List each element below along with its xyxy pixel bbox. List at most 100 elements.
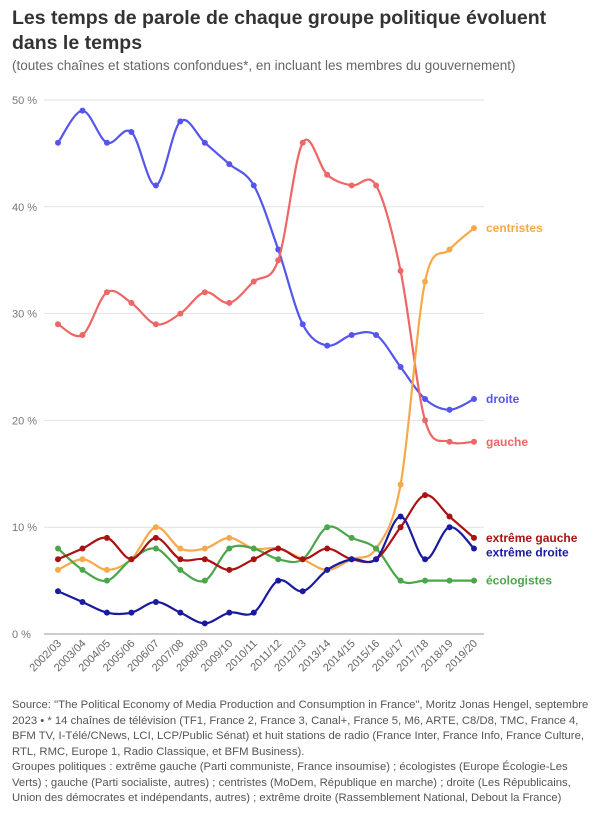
data-point: [79, 566, 86, 573]
data-point: [177, 556, 184, 563]
data-point: [226, 566, 233, 573]
data-point: [373, 545, 380, 552]
series-label: extrême gauche: [486, 531, 578, 545]
data-point: [299, 321, 306, 328]
data-point: [226, 161, 233, 168]
data-point: [275, 257, 282, 264]
data-point: [471, 545, 477, 552]
data-point: [275, 577, 282, 584]
data-point: [152, 598, 159, 605]
data-point: [471, 534, 477, 541]
data-point: [226, 545, 233, 552]
chart-subtitle: (toutes chaînes et stations confondues*,…: [12, 58, 516, 73]
data-point: [55, 139, 61, 146]
series-label: droite: [486, 392, 520, 406]
data-point: [201, 289, 208, 296]
data-point: [471, 577, 477, 584]
data-point: [348, 182, 355, 189]
data-point: [446, 406, 453, 413]
data-point: [348, 556, 355, 563]
data-point: [152, 545, 159, 552]
data-point: [422, 396, 429, 403]
y-tick-label: 20 %: [12, 415, 37, 427]
data-point: [348, 534, 355, 541]
chart-footer: Source: "The Political Economy of Media …: [12, 698, 594, 807]
series-label: écologistes: [486, 574, 552, 588]
data-point: [177, 566, 184, 573]
data-point: [128, 556, 135, 563]
data-point: [250, 545, 257, 552]
data-point: [128, 299, 135, 306]
groups-note: Groupes politiques : extrême gauche (Par…: [12, 761, 571, 804]
data-point: [446, 524, 453, 531]
data-point: [422, 278, 429, 285]
data-point: [152, 534, 159, 541]
data-point: [422, 556, 429, 563]
data-point: [103, 534, 110, 541]
data-point: [55, 556, 61, 563]
data-point: [397, 513, 404, 520]
data-point: [397, 577, 404, 584]
series-line-droite: [57, 109, 475, 411]
data-point: [348, 331, 355, 338]
data-point: [152, 182, 159, 189]
data-point: [250, 182, 257, 189]
data-point: [471, 225, 477, 232]
data-point: [471, 396, 477, 403]
data-point: [103, 566, 110, 573]
data-point: [226, 299, 233, 306]
data-point: [373, 182, 380, 189]
data-point: [324, 171, 331, 178]
series-label: centristes: [486, 221, 543, 235]
data-point: [250, 278, 257, 285]
data-point: [226, 534, 233, 541]
data-point: [177, 118, 184, 125]
data-point: [79, 556, 86, 563]
data-point: [397, 481, 404, 488]
data-point: [55, 545, 61, 552]
y-tick-label: 50 %: [12, 95, 37, 107]
line-chart: 0 %10 %20 %30 %40 %50 %2002/032003/04200…: [12, 95, 578, 674]
data-point: [397, 364, 404, 370]
source-note: Source: "The Political Economy of Media …: [12, 699, 589, 758]
data-point: [177, 310, 184, 317]
data-point: [152, 524, 159, 531]
data-point: [201, 577, 208, 584]
series-label: gauche: [486, 435, 528, 449]
data-point: [446, 513, 453, 520]
y-tick-label: 0 %: [12, 629, 31, 641]
data-point: [422, 577, 429, 584]
data-point: [299, 588, 306, 595]
data-point: [299, 139, 306, 146]
data-point: [177, 545, 184, 552]
data-point: [79, 107, 86, 114]
data-point: [201, 139, 208, 146]
data-point: [422, 417, 429, 424]
data-point: [79, 331, 86, 338]
data-point: [128, 609, 135, 616]
data-point: [422, 492, 429, 499]
data-point: [55, 588, 61, 595]
data-point: [226, 609, 233, 616]
data-point: [299, 556, 306, 563]
data-point: [201, 545, 208, 552]
data-point: [471, 438, 477, 445]
data-point: [250, 609, 257, 616]
data-point: [324, 524, 331, 531]
data-point: [128, 129, 135, 136]
data-point: [103, 577, 110, 584]
data-point: [152, 321, 159, 328]
data-point: [177, 609, 184, 616]
series-line-centristes: [57, 227, 475, 572]
data-point: [324, 545, 331, 552]
data-point: [397, 267, 404, 274]
data-point: [324, 566, 331, 573]
data-point: [324, 342, 331, 349]
data-point: [103, 289, 110, 296]
data-point: [446, 577, 453, 584]
data-point: [103, 139, 110, 146]
data-point: [275, 556, 282, 563]
data-point: [275, 545, 282, 552]
data-point: [446, 438, 453, 445]
data-point: [201, 620, 208, 627]
